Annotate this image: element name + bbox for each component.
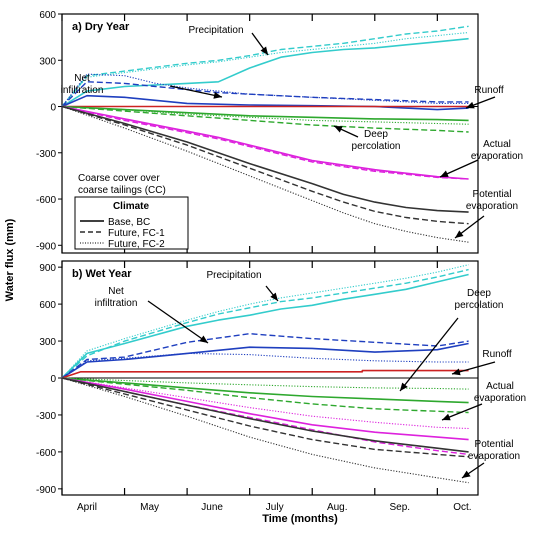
series-potential-evaporation-bc: [61, 105, 469, 213]
panel-title: a) Dry Year: [72, 21, 130, 33]
x-tick-label: June: [201, 502, 223, 513]
x-tick-label: Oct.: [453, 502, 471, 513]
y-tick-label: 0: [50, 103, 56, 114]
legend-entry-fc1: Future, FC-1: [108, 228, 165, 239]
y-tick-label: -300: [36, 411, 56, 422]
series-precipitation-bc: [61, 273, 469, 379]
x-axis-label: Time (months): [262, 513, 338, 525]
annotation-arrow: [147, 300, 209, 344]
legend: Coarse cover over coarse tailings (CC) C…: [74, 173, 189, 250]
chart-panel-2: -900 -600 -300 0 300 600 900 April May June July Au…: [36, 260, 526, 513]
annotation-arrowhead: [334, 126, 343, 133]
y-tick-label: -600: [36, 448, 56, 459]
series-runoff-bc: [61, 369, 469, 379]
series-deep-percolation-fc-2: [61, 105, 469, 125]
annotation-arrowhead: [455, 230, 464, 238]
series-actual-evaporation-fc-2: [61, 377, 469, 430]
legend-entry-bc: Base, BC: [108, 217, 150, 228]
legend-note-line-2: coarse tailings (CC): [78, 185, 166, 196]
legend-note-line-1: Coarse cover over: [78, 173, 160, 184]
series-net-infiltration-fc-2: [61, 352, 469, 379]
annotation-runoff: Runoff: [474, 85, 504, 96]
series-deep-percolation-bc: [61, 377, 469, 404]
annotation-potential-evaporation: Potential evaporation: [466, 189, 518, 212]
annotation-arrowhead: [199, 335, 208, 343]
annotation-arrowhead: [440, 170, 449, 177]
annotation-potential-evaporation: Potential evaporation: [468, 439, 520, 462]
annotation-precipitation: Precipitation: [206, 270, 261, 281]
annotation-arrow: [169, 85, 223, 98]
annotation-actual-evaporation: Actual evaporation: [471, 139, 523, 162]
annotation-deep-percolation: Deep percolation: [352, 129, 401, 152]
x-tick-label: April: [77, 502, 97, 513]
panel-title: b) Wet Year: [72, 268, 132, 280]
annotation-arrowhead: [213, 91, 222, 99]
annotation-arrowhead: [442, 413, 451, 421]
series-net-infiltration-bc: [61, 342, 469, 379]
series-net-infiltration-fc-1: [61, 81, 469, 107]
series-deep-percolation-fc-1: [61, 105, 469, 133]
y-tick-label: -900: [36, 485, 56, 496]
y-tick-label: 900: [39, 263, 56, 274]
series-precipitation-fc-2: [61, 31, 469, 107]
series-potential-evaporation-fc-2: [61, 377, 469, 484]
annotation-arrowhead: [260, 46, 268, 55]
y-tick-label: 0: [50, 374, 56, 385]
y-tick-label: 300: [39, 56, 56, 67]
x-tick-label: May: [140, 502, 159, 513]
x-tick-label: Aug.: [327, 502, 348, 513]
annotation-arrowhead: [466, 101, 475, 109]
series-deep-percolation-fc-2: [61, 377, 469, 390]
series-actual-evaporation-fc-2: [61, 105, 469, 180]
annotation-arrowhead: [270, 292, 278, 301]
series-net-infiltration-fc-2: [61, 73, 469, 107]
series-potential-evaporation-bc: [61, 377, 469, 453]
y-axis-label: Water flux (mm): [4, 218, 16, 301]
series-actual-evaporation-bc: [61, 105, 469, 180]
legend-title: Climate: [113, 201, 150, 212]
annotation-net-infiltration: Net infiltration: [61, 73, 104, 96]
series-precipitation-bc: [61, 37, 469, 108]
y-tick-label: 600: [39, 10, 56, 21]
legend-entry-fc2: Future, FC-2: [108, 239, 165, 250]
y-tick-label: -300: [36, 149, 56, 160]
series-precipitation-fc-1: [61, 268, 469, 379]
annotation-deep-percolation: Deep percolation: [455, 288, 504, 311]
annotation-actual-evaporation: Actual evaporation: [474, 381, 526, 404]
series-actual-evaporation-bc: [61, 377, 469, 441]
y-tick-label: -900: [36, 241, 56, 252]
y-tick-label: -600: [36, 195, 56, 206]
y-tick-label: 600: [39, 300, 56, 311]
series-potential-evaporation-fc-1: [61, 105, 469, 225]
legend-box: [74, 196, 189, 250]
x-tick-label: Sep.: [390, 502, 411, 513]
annotation-runoff: Runoff: [482, 349, 512, 360]
series-precipitation-fc-1: [61, 25, 469, 107]
y-tick-label: 300: [39, 337, 56, 348]
annotation-arrow: [399, 317, 459, 392]
annotation-net-infiltration: Net infiltration: [95, 286, 138, 309]
annotation-arrowhead: [462, 470, 471, 478]
series-precipitation-fc-2: [61, 264, 469, 379]
annotation-precipitation: Precipitation: [188, 25, 243, 36]
annotation-arrowhead: [452, 368, 461, 376]
series-net-infiltration-bc: [61, 94, 469, 111]
x-tick-label: July: [266, 502, 284, 513]
series-potential-evaporation-fc-1: [61, 377, 469, 458]
series-deep-percolation-fc-1: [61, 377, 469, 414]
annotation-arrowhead: [400, 382, 408, 391]
series-net-infiltration-fc-1: [61, 333, 469, 379]
